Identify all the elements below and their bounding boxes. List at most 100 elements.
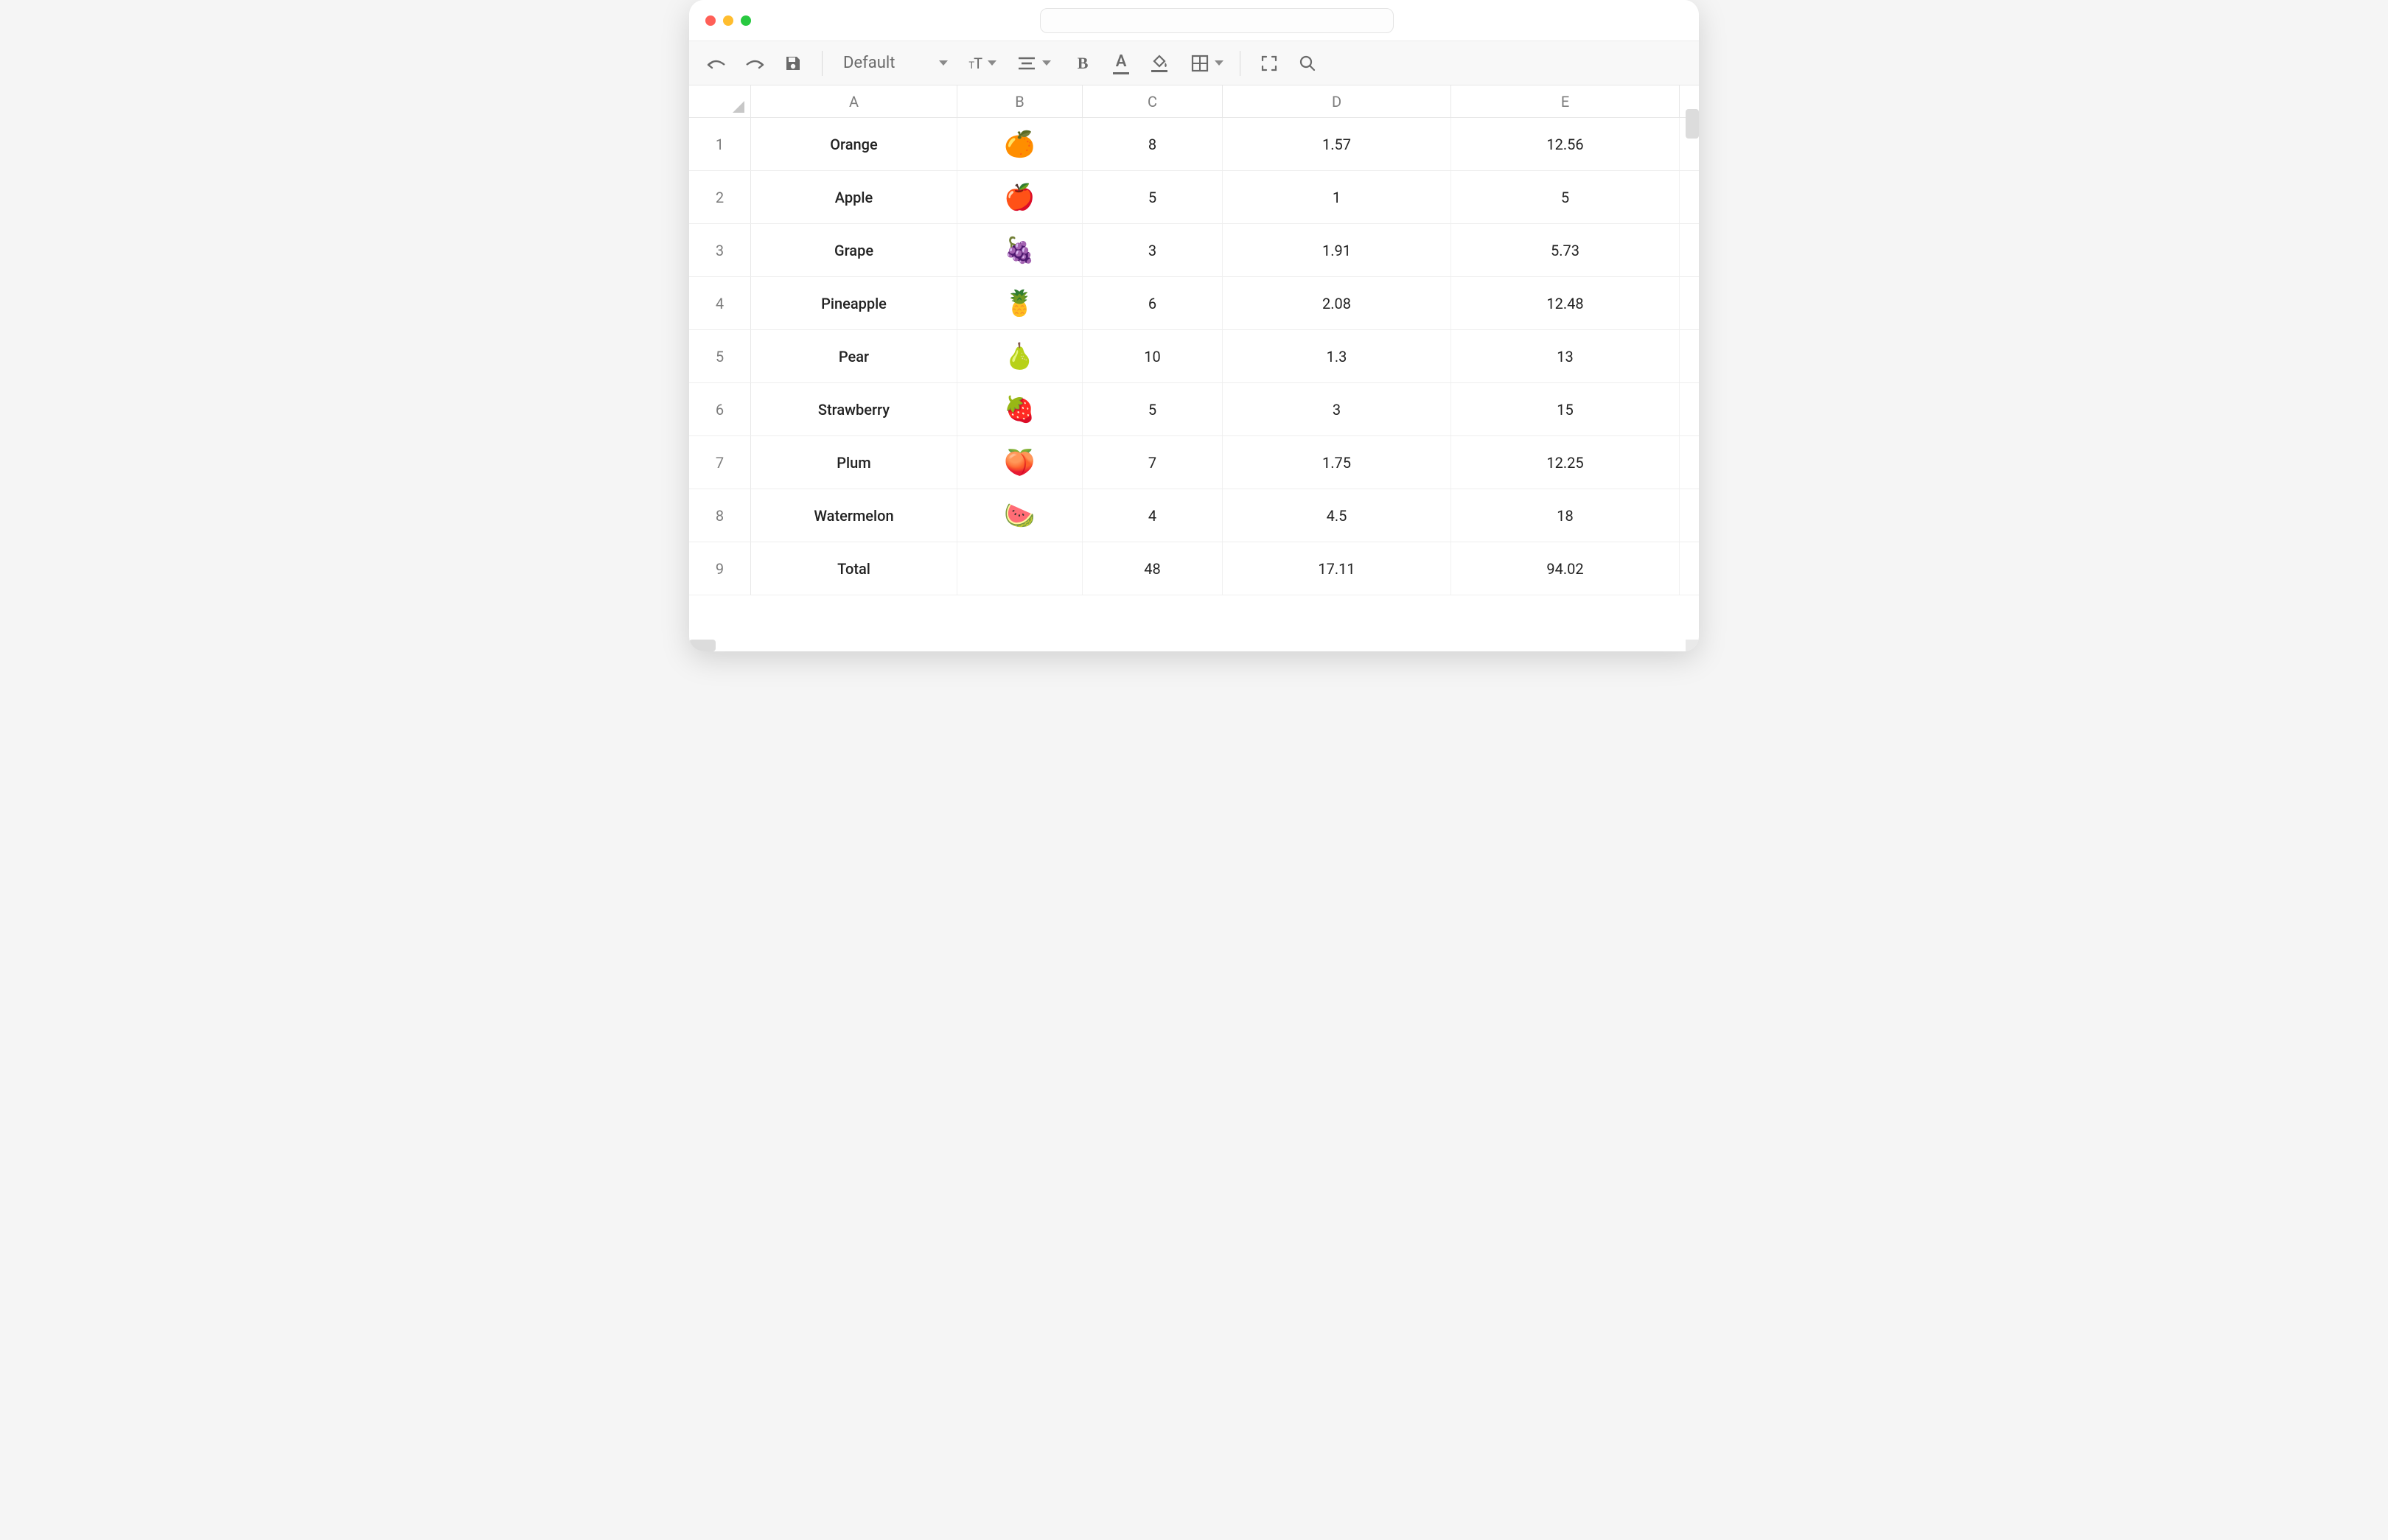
row-header-7[interactable]: 7 (689, 436, 751, 489)
table-row: 9Total 4817.1194.02 (689, 542, 1699, 595)
borders-button[interactable] (1191, 55, 1223, 72)
align-center-icon (1017, 55, 1036, 71)
horizontal-scrollbar-thumb[interactable] (689, 640, 716, 651)
redo-button[interactable] (742, 50, 767, 77)
cell-A1[interactable]: Orange (751, 118, 957, 170)
chevron-down-icon (939, 60, 948, 66)
cell-D8[interactable]: 4.5 (1223, 489, 1451, 542)
cell-B9[interactable] (957, 542, 1083, 595)
cell-E3[interactable]: 5.73 (1451, 224, 1680, 276)
cell-A6[interactable]: Strawberry (751, 383, 957, 435)
cell-C3[interactable]: 3 (1083, 224, 1223, 276)
fill-color-button[interactable] (1147, 50, 1172, 77)
cell-B6[interactable]: 🍓 (957, 383, 1083, 435)
zoom-window-button[interactable] (741, 15, 751, 26)
cell-B8[interactable]: 🍉 (957, 489, 1083, 542)
font-size-button[interactable]: TT (968, 55, 996, 72)
cell-A4[interactable]: Pineapple (751, 277, 957, 329)
cell-B7[interactable]: 🍑 (957, 436, 1083, 489)
column-header-c[interactable]: C (1083, 85, 1223, 117)
fullscreen-button[interactable] (1257, 50, 1282, 77)
column-header-e[interactable]: E (1451, 85, 1680, 117)
paint-bucket-icon (1150, 54, 1169, 72)
cell-D7[interactable]: 1.75 (1223, 436, 1451, 489)
cell-C1[interactable]: 8 (1083, 118, 1223, 170)
window-controls (705, 15, 751, 26)
fullscreen-icon (1260, 55, 1278, 72)
row-header-8[interactable]: 8 (689, 489, 751, 542)
cell-D3[interactable]: 1.91 (1223, 224, 1451, 276)
cell-D4[interactable]: 2.08 (1223, 277, 1451, 329)
column-header-a[interactable]: A (751, 85, 957, 117)
row-header-3[interactable]: 3 (689, 224, 751, 276)
cell-E8[interactable]: 18 (1451, 489, 1680, 542)
font-family-select[interactable]: Default (839, 50, 955, 77)
cell-B4[interactable]: 🍍 (957, 277, 1083, 329)
close-window-button[interactable] (705, 15, 716, 26)
cell-A3[interactable]: Grape (751, 224, 957, 276)
cell-A5[interactable]: Pear (751, 330, 957, 382)
row-header-2[interactable]: 2 (689, 171, 751, 223)
bold-button[interactable]: B (1070, 50, 1095, 77)
cell-E5[interactable]: 13 (1451, 330, 1680, 382)
row-header-4[interactable]: 4 (689, 277, 751, 329)
strawberry-icon: 🍓 (1004, 395, 1035, 424)
cell-C2[interactable]: 5 (1083, 171, 1223, 223)
cell-B1[interactable]: 🍊 (957, 118, 1083, 170)
address-bar[interactable] (1040, 8, 1394, 33)
cell-C6[interactable]: 5 (1083, 383, 1223, 435)
font-color-button[interactable]: A (1109, 50, 1134, 77)
cell-C8[interactable]: 4 (1083, 489, 1223, 542)
cell-D9[interactable]: 17.11 (1223, 542, 1451, 595)
cell-A8[interactable]: Watermelon (751, 489, 957, 542)
cell-A9[interactable]: Total (751, 542, 957, 595)
select-all-corner[interactable] (689, 85, 751, 117)
align-button[interactable] (1017, 55, 1051, 71)
cell-D5[interactable]: 1.3 (1223, 330, 1451, 382)
table-row: 8Watermelon🍉44.518 (689, 489, 1699, 542)
cell-E9[interactable]: 94.02 (1451, 542, 1680, 595)
font-color-icon: A (1113, 52, 1129, 74)
vertical-scrollbar-thumb[interactable] (1686, 109, 1699, 139)
cell-B5[interactable]: 🍐 (957, 330, 1083, 382)
cell-E4[interactable]: 12.48 (1451, 277, 1680, 329)
cell-A7[interactable]: Plum (751, 436, 957, 489)
search-button[interactable] (1295, 50, 1320, 77)
apple-icon: 🍎 (1004, 183, 1035, 212)
save-button[interactable] (781, 50, 806, 77)
cell-E6[interactable]: 15 (1451, 383, 1680, 435)
cell-C4[interactable]: 6 (1083, 277, 1223, 329)
scrollbar-corner (1686, 640, 1699, 651)
cell-B3[interactable]: 🍇 (957, 224, 1083, 276)
table-row: 5Pear🍐101.313 (689, 330, 1699, 383)
grape-icon: 🍇 (1004, 236, 1035, 265)
redo-icon (744, 56, 766, 71)
row-header-1[interactable]: 1 (689, 118, 751, 170)
undo-button[interactable] (704, 50, 729, 77)
cell-C9[interactable]: 48 (1083, 542, 1223, 595)
column-header-d[interactable]: D (1223, 85, 1451, 117)
font-size-icon: TT (968, 55, 982, 72)
search-icon (1299, 55, 1316, 72)
save-icon (785, 55, 801, 71)
cell-E7[interactable]: 12.25 (1451, 436, 1680, 489)
minimize-window-button[interactable] (723, 15, 733, 26)
row-header-9[interactable]: 9 (689, 542, 751, 595)
row-header-5[interactable]: 5 (689, 330, 751, 382)
cell-E2[interactable]: 5 (1451, 171, 1680, 223)
select-all-icon (731, 99, 746, 114)
cell-D6[interactable]: 3 (1223, 383, 1451, 435)
bold-icon: B (1078, 54, 1089, 73)
column-header-b[interactable]: B (957, 85, 1083, 117)
cell-C7[interactable]: 7 (1083, 436, 1223, 489)
cell-D1[interactable]: 1.57 (1223, 118, 1451, 170)
cell-E1[interactable]: 12.56 (1451, 118, 1680, 170)
row-header-6[interactable]: 6 (689, 383, 751, 435)
table-row: 6Strawberry 🍓 5315 (689, 383, 1699, 436)
toolbar-separator (822, 51, 823, 76)
cell-D2[interactable]: 1 (1223, 171, 1451, 223)
orange-icon: 🍊 (1004, 130, 1035, 159)
cell-A2[interactable]: Apple (751, 171, 957, 223)
cell-C5[interactable]: 10 (1083, 330, 1223, 382)
cell-B2[interactable]: 🍎 (957, 171, 1083, 223)
